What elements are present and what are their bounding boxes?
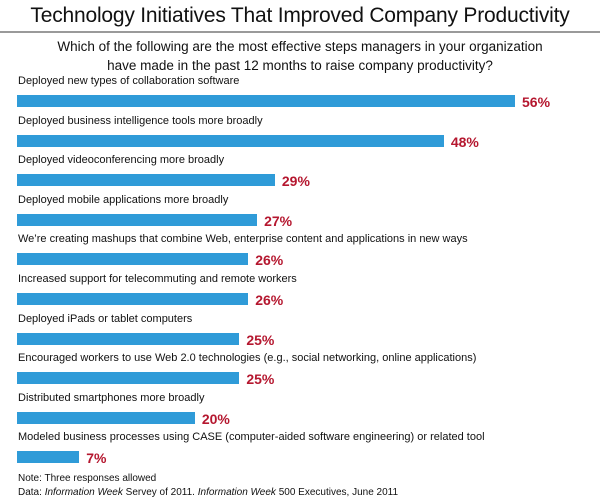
data-label: 26% bbox=[255, 252, 284, 269]
bar bbox=[17, 174, 275, 187]
source-prefix: Data: bbox=[18, 487, 45, 498]
category-label: Deployed new types of collaboration soft… bbox=[18, 75, 240, 87]
category-label: Increased support for telecommuting and … bbox=[18, 273, 297, 285]
data-label: 25% bbox=[246, 371, 275, 388]
bar bbox=[17, 293, 249, 305]
chart-title: Technology Initiatives That Improved Com… bbox=[30, 4, 570, 27]
bar bbox=[17, 253, 249, 266]
source-note: Data: Information Week Servey of 2011. I… bbox=[18, 487, 398, 498]
category-label: Deployed iPads or tablet computers bbox=[18, 312, 193, 325]
subtitle-line-2: have made in the past 12 months to raise… bbox=[107, 58, 493, 73]
bar bbox=[17, 213, 258, 226]
footnote: Note: Three responses allowed bbox=[18, 473, 157, 484]
bar bbox=[17, 332, 240, 345]
data-label: 26% bbox=[255, 292, 284, 308]
source-end: 500 Executives, June 2011 bbox=[275, 487, 399, 498]
bar bbox=[17, 372, 240, 385]
category-label: We’re creating mashups that combine Web,… bbox=[18, 233, 468, 246]
subtitle-line-1: Which of the following are the most effe… bbox=[57, 39, 543, 54]
bar bbox=[17, 134, 444, 147]
bar bbox=[17, 411, 195, 424]
data-label: 25% bbox=[246, 331, 275, 348]
source-mid: Servey of 2011. bbox=[122, 487, 198, 498]
data-label: 48% bbox=[450, 133, 479, 150]
source-publication: Information Week bbox=[44, 487, 123, 498]
category-label: Deployed mobile applications more broadl… bbox=[18, 193, 229, 206]
source-publication: Information Week bbox=[197, 487, 276, 498]
data-label: 27% bbox=[264, 212, 293, 229]
category-label: Encouraged workers to use Web 2.0 techno… bbox=[18, 352, 477, 365]
data-label: 7% bbox=[86, 450, 107, 467]
category-label: Modeled business processes using CASE (c… bbox=[18, 431, 485, 444]
category-label: Deployed business intelligence tools mor… bbox=[18, 114, 263, 127]
title-divider bbox=[0, 31, 600, 33]
data-label: 20% bbox=[201, 410, 230, 427]
data-label: 56% bbox=[522, 94, 551, 110]
category-label: Distributed smartphones more broadly bbox=[18, 391, 205, 404]
bar bbox=[17, 451, 80, 464]
chart-subtitle: Which of the following are the most effe… bbox=[0, 37, 600, 75]
bar bbox=[17, 95, 515, 107]
category-label: Deployed videoconferencing more broadly bbox=[18, 154, 225, 167]
data-label: 29% bbox=[281, 173, 310, 190]
